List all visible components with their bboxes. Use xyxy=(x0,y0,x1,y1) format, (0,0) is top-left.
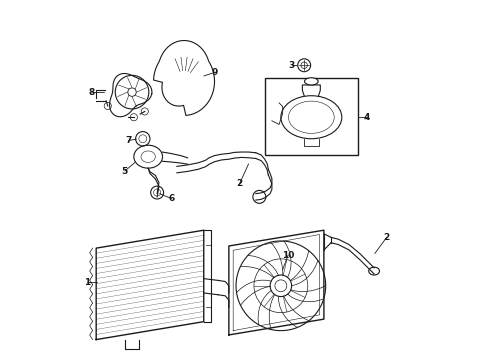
Ellipse shape xyxy=(134,145,163,168)
Text: 6: 6 xyxy=(169,194,174,203)
Polygon shape xyxy=(153,41,215,116)
Text: 3: 3 xyxy=(289,61,295,70)
Ellipse shape xyxy=(281,96,342,139)
Ellipse shape xyxy=(304,78,318,85)
Bar xyxy=(265,78,358,155)
Circle shape xyxy=(298,59,311,72)
Text: 8: 8 xyxy=(88,87,95,96)
Text: 2: 2 xyxy=(237,179,243,188)
Text: 10: 10 xyxy=(282,251,294,260)
Text: 9: 9 xyxy=(211,68,218,77)
Text: 4: 4 xyxy=(364,113,370,122)
Text: 2: 2 xyxy=(384,233,390,242)
Polygon shape xyxy=(110,73,152,117)
Text: 5: 5 xyxy=(122,167,128,176)
Text: 1: 1 xyxy=(84,278,90,287)
Text: 7: 7 xyxy=(125,136,132,145)
